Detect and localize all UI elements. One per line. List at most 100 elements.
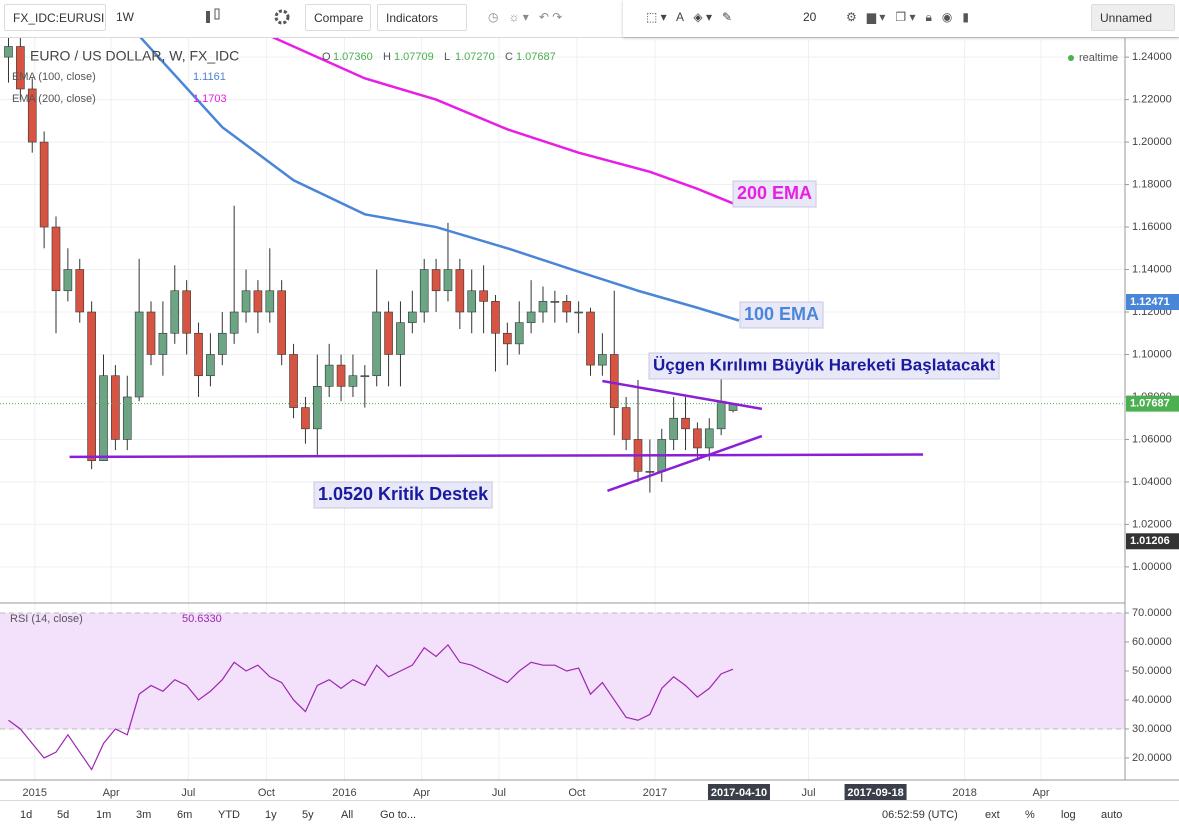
candle-body bbox=[39, 141, 49, 228]
x-tick-label: Jul bbox=[181, 787, 195, 799]
symbol-input[interactable]: FX_IDC:EURUSI bbox=[4, 4, 106, 31]
line-width[interactable]: 20 bbox=[795, 4, 835, 31]
candle-body bbox=[111, 375, 120, 440]
overlay: 200 EMA 100 EMA Üçgen Kırılımı Büyük Harek… bbox=[313, 180, 1000, 509]
price-panel bbox=[0, 38, 1125, 493]
scale-option[interactable]: % bbox=[1025, 809, 1035, 821]
y-tick-label: 1.18000 bbox=[1132, 178, 1172, 190]
candle-body bbox=[574, 311, 583, 314]
x-tick-label: Apr bbox=[413, 787, 430, 799]
candle-body bbox=[75, 269, 85, 313]
candle-body bbox=[681, 417, 690, 430]
candle-body bbox=[301, 407, 310, 430]
candle-body bbox=[503, 332, 512, 345]
layout-name[interactable]: Unnamed bbox=[1091, 4, 1175, 31]
tools[interactable]: ◷ ☼ ▾ ↶ ↷ bbox=[480, 4, 620, 31]
object-tools[interactable]: ⚙ ▆ ▾ ❐ ▾ 🔒︎ ◉ ▮ bbox=[838, 4, 1068, 31]
candle-body bbox=[479, 290, 488, 302]
range-button[interactable]: 1m bbox=[96, 809, 112, 821]
ohlc-legend: 1.07360 bbox=[333, 51, 373, 63]
candle-body bbox=[324, 364, 334, 387]
candle-body bbox=[669, 417, 678, 440]
candle-body bbox=[99, 375, 108, 461]
x-tick-label: Apr bbox=[1032, 787, 1049, 799]
price-marker-box bbox=[1126, 293, 1179, 310]
x-marker-box bbox=[707, 784, 770, 800]
candle-body bbox=[598, 354, 607, 366]
range-button[interactable]: 5d bbox=[57, 809, 70, 821]
price-marker-label: 1.12471 bbox=[1130, 296, 1170, 308]
candle-body bbox=[4, 46, 13, 58]
rsi-line bbox=[8, 643, 734, 771]
candle-body bbox=[455, 269, 465, 313]
candle-body bbox=[217, 332, 227, 355]
x-tick-label: Jul bbox=[802, 787, 816, 799]
annotation-box bbox=[732, 180, 817, 208]
x-tick-label: 2018 bbox=[952, 787, 976, 799]
trendline bbox=[602, 379, 763, 411]
x-tick-label: 2016 bbox=[332, 787, 356, 799]
range-button[interactable]: 3m bbox=[136, 809, 152, 821]
annotation-box bbox=[648, 352, 1000, 380]
ohlc-legend: 1.07687 bbox=[516, 51, 556, 63]
candle-body bbox=[491, 301, 500, 334]
trendline bbox=[69, 453, 924, 459]
rsi-legend-value: 50.6330 bbox=[182, 613, 222, 625]
ohlc-legend: 1.07270 bbox=[455, 51, 495, 63]
draw-tools[interactable]: ⬚ ▾ A ◈ ▾ ✎ bbox=[638, 4, 798, 31]
status: realtime bbox=[1079, 52, 1118, 64]
price-marker-box bbox=[1126, 533, 1179, 550]
ohlc-legend: L bbox=[444, 51, 450, 63]
range-button[interactable]: 6m bbox=[177, 809, 193, 821]
ohlc-legend: C bbox=[505, 51, 513, 63]
range-button[interactable]: 1d bbox=[20, 809, 33, 821]
candle-body bbox=[134, 311, 144, 398]
ohlc-legend: O bbox=[322, 51, 331, 63]
candle-body bbox=[419, 269, 429, 313]
annotation: Üçgen Kırılımı Büyük Hareketi Başlatacak… bbox=[653, 355, 995, 374]
y-tick-label: 1.20000 bbox=[1132, 136, 1172, 148]
candle-body bbox=[538, 301, 548, 313]
candle-body bbox=[621, 407, 631, 440]
price-marker-label: 1.07687 bbox=[1130, 398, 1170, 410]
candle-body bbox=[467, 290, 477, 313]
range-button[interactable]: 5y bbox=[302, 809, 314, 821]
candle-body bbox=[265, 290, 275, 313]
x-tick-label: 2015 bbox=[23, 787, 47, 799]
scale-option[interactable]: auto bbox=[1101, 809, 1123, 821]
x-marker-label: 2017-09-18 bbox=[847, 787, 903, 799]
x-marker-box bbox=[844, 784, 907, 800]
range-button[interactable]: YTD bbox=[218, 809, 240, 821]
candle-body bbox=[348, 375, 358, 387]
candle-body bbox=[586, 311, 595, 366]
x-tick-label: 2017 bbox=[643, 787, 667, 799]
candle-body bbox=[146, 311, 156, 355]
compare-button[interactable]: Compare bbox=[305, 4, 371, 31]
candle-body bbox=[158, 332, 168, 355]
goto-button[interactable]: Go to... bbox=[380, 809, 417, 821]
candle-body bbox=[550, 301, 560, 303]
candle-body bbox=[182, 290, 191, 334]
candle-body bbox=[431, 269, 441, 292]
price-marker-label: 1.01206 bbox=[1130, 535, 1170, 547]
symbol-title: EURO / US DOLLAR, W, FX_IDC bbox=[30, 48, 239, 64]
ema200-legend-value: 1.1703 bbox=[193, 93, 227, 105]
scale-option[interactable]: log bbox=[1061, 809, 1076, 821]
scale-option[interactable]: ext bbox=[985, 809, 1000, 821]
chart-style[interactable] bbox=[192, 4, 256, 31]
candle-body bbox=[241, 290, 251, 313]
settings-button[interactable] bbox=[266, 4, 296, 31]
range-button[interactable]: All bbox=[341, 809, 354, 821]
range-button[interactable]: 1y bbox=[265, 809, 277, 821]
candle-body bbox=[384, 311, 393, 355]
candle-body bbox=[313, 386, 322, 430]
interval[interactable]: 1W bbox=[108, 4, 148, 31]
candle-body bbox=[526, 311, 536, 323]
candle-body bbox=[693, 428, 702, 449]
candle-body bbox=[443, 269, 453, 292]
ema100-legend-value: 1.1161 bbox=[193, 71, 226, 83]
rsi-band bbox=[0, 612, 1125, 729]
indicators-button[interactable]: Indicators bbox=[377, 4, 467, 31]
candle-body bbox=[562, 301, 572, 313]
